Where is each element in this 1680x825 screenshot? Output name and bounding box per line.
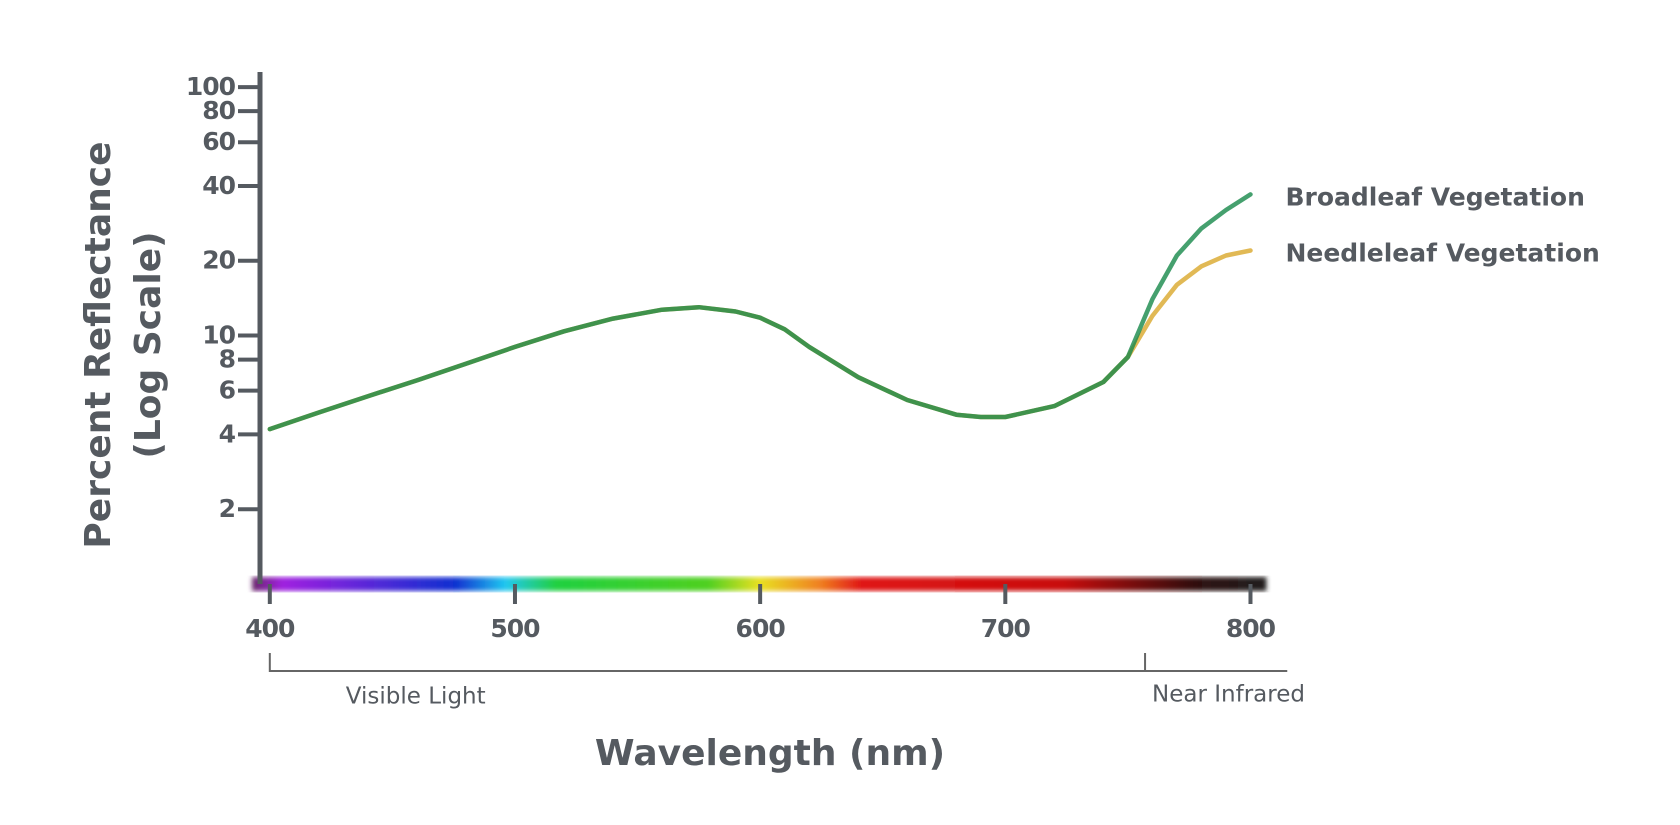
y-axis-title: Percent Reflectance (Log Scale) xyxy=(78,141,169,548)
region-bracket xyxy=(1144,653,1288,672)
series-label: Needleleaf Vegetation xyxy=(1285,238,1599,267)
x-tick-label: 500 xyxy=(490,614,540,643)
y-tick-label: 60 xyxy=(202,127,235,156)
y-axis-title-line: Percent Reflectance xyxy=(78,141,119,548)
x-tick-label: 700 xyxy=(981,614,1031,643)
y-tick-label: 10 xyxy=(202,321,235,350)
y-tick-label: 80 xyxy=(202,96,235,125)
series-line xyxy=(267,192,1253,432)
y-tick-label: 4 xyxy=(219,419,236,448)
y-axis-title-line: (Log Scale) xyxy=(128,231,169,458)
region-label: Visible Light xyxy=(346,684,486,710)
x-tick-label: 400 xyxy=(245,614,295,643)
y-tick-label: 2 xyxy=(219,494,235,523)
x-tick-label: 800 xyxy=(1226,614,1276,643)
y-tick-label: 40 xyxy=(202,171,235,200)
series-label: Broadleaf Vegetation xyxy=(1285,182,1584,211)
region-label: Near Infrared xyxy=(1152,682,1305,708)
region-bracket xyxy=(268,653,1146,672)
y-tick-label: 8 xyxy=(219,345,235,374)
x-axis-title: Wavelength (nm) xyxy=(595,733,945,774)
y-tick-label: 20 xyxy=(202,246,235,275)
y-tick-label: 100 xyxy=(186,72,236,101)
y-tick-label: 6 xyxy=(219,376,236,405)
x-tick-label: 600 xyxy=(736,614,786,643)
series-line xyxy=(267,248,1253,432)
